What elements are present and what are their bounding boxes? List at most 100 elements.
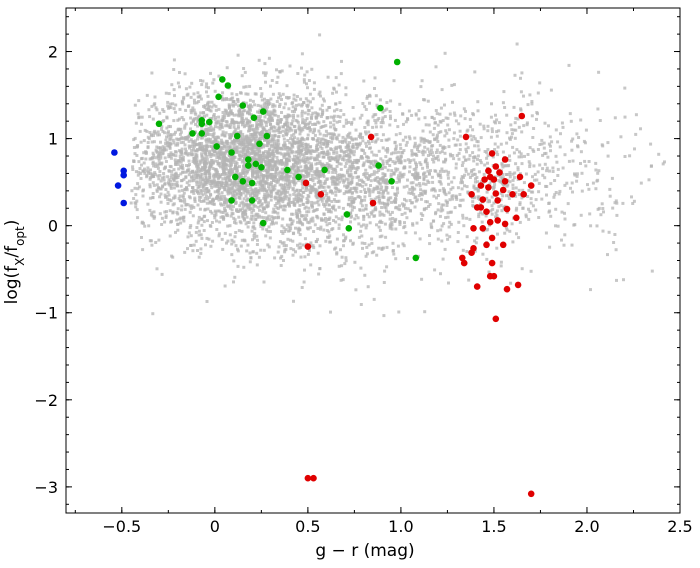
background-point [481, 252, 485, 256]
background-point [502, 205, 506, 209]
background-point [491, 207, 495, 211]
background-point [251, 135, 255, 139]
background-point [258, 149, 262, 153]
background-point [240, 154, 244, 158]
background-point [191, 169, 195, 173]
background-point [172, 132, 176, 136]
background-point [293, 136, 296, 140]
background-point [293, 168, 297, 172]
background-point [300, 104, 304, 108]
background-point [333, 128, 337, 132]
background-point [318, 185, 322, 189]
background-point [222, 216, 226, 220]
background-point [229, 141, 233, 145]
background-point [208, 179, 212, 183]
background-point [249, 256, 253, 260]
background-point [370, 237, 374, 241]
background-point [211, 147, 215, 151]
background-point [404, 206, 407, 210]
background-point [271, 104, 275, 108]
background-point [207, 169, 211, 173]
background-point [271, 92, 275, 96]
background-point [244, 101, 248, 105]
background-point [392, 252, 396, 256]
background-point [396, 207, 400, 211]
background-point [342, 113, 346, 117]
background-point [372, 113, 376, 117]
background-point [571, 190, 574, 194]
background-point [168, 137, 172, 141]
background-point [547, 124, 550, 128]
background-point [494, 211, 498, 215]
background-point [203, 197, 207, 200]
background-point [508, 154, 511, 158]
background-point [596, 107, 600, 111]
background-point [266, 105, 269, 109]
background-point [448, 112, 452, 116]
background-point [503, 231, 507, 235]
background-point [220, 173, 224, 176]
background-point [446, 116, 450, 120]
background-point [236, 125, 240, 128]
background-point [152, 164, 156, 168]
background-point [335, 182, 339, 186]
background-point [251, 250, 255, 254]
background-point [275, 155, 279, 159]
background-point [440, 239, 444, 243]
background-point [478, 122, 482, 126]
background-point [183, 126, 187, 130]
background-point [402, 244, 406, 248]
background-point [303, 73, 307, 77]
background-point [214, 210, 218, 214]
background-point [341, 157, 344, 161]
background-point [220, 197, 224, 201]
background-point [301, 243, 305, 247]
background-point [515, 148, 519, 152]
background-point [258, 154, 262, 157]
background-point [567, 159, 571, 163]
background-point [350, 163, 354, 166]
background-point [181, 217, 185, 221]
background-point [256, 127, 260, 130]
background-point [248, 260, 252, 264]
background-point [203, 114, 207, 118]
background-point [159, 154, 163, 158]
background-point [192, 108, 196, 112]
background-point [230, 139, 234, 143]
background-point [200, 142, 204, 145]
background-point [493, 182, 497, 186]
background-point [286, 175, 290, 179]
background-point [489, 209, 493, 213]
background-point [227, 103, 231, 107]
background-point [295, 95, 299, 98]
background-point [152, 131, 156, 135]
background-point [324, 193, 328, 197]
background-point [276, 250, 280, 254]
background-point [392, 79, 396, 83]
background-point [554, 191, 558, 194]
background-point [333, 180, 337, 184]
background-point [216, 152, 220, 156]
background-point [285, 119, 289, 123]
background-point [220, 194, 224, 198]
background-point [238, 153, 242, 157]
background-point [362, 215, 366, 218]
background-point [373, 87, 376, 90]
background-point [165, 195, 169, 198]
background-point [373, 119, 377, 122]
background-point [305, 197, 309, 200]
background-point [363, 195, 367, 199]
background-point [355, 143, 359, 147]
background-point [374, 94, 378, 98]
background-point [534, 198, 538, 202]
background-point [267, 193, 271, 197]
background-point [307, 188, 311, 192]
background-point [210, 163, 214, 167]
background-point [168, 198, 172, 202]
background-point [214, 153, 218, 157]
background-point [297, 230, 301, 234]
background-point [274, 210, 277, 214]
background-point [444, 129, 448, 133]
background-point [193, 101, 196, 105]
background-point [267, 141, 271, 145]
